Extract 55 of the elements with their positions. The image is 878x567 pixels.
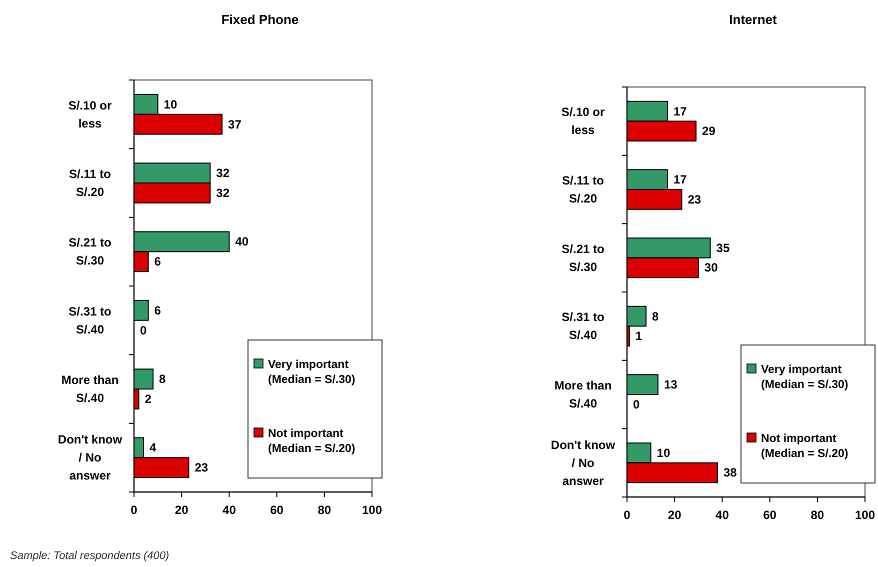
data-label: 35 [716,240,730,255]
x-tick-label: 100 [854,508,876,522]
x-tick-label: 20 [174,503,189,517]
data-label: 17 [673,104,688,118]
data-label: 8 [652,309,660,324]
data-label: 4 [150,440,157,455]
y-tick-label: More than S/.40 [61,373,119,405]
data-label: 23 [688,192,702,206]
y-tick-label: S/.11 to S/.20 [562,174,604,206]
legend-label: Very important (Median = S/.30) [268,359,356,386]
legend-label: Very important (Median = S/.30) [761,364,848,391]
x-tick-label: 40 [716,508,730,522]
chart-title: Internet [729,12,778,27]
data-label: 30 [704,260,718,275]
x-tick-label: 60 [270,503,284,517]
data-label: 0 [633,397,640,412]
y-tick-label: S/.11 to S/.20 [68,167,112,199]
data-label: 32 [216,166,230,180]
data-label: 32 [216,186,230,200]
legend-label: Not important (Median = S/.20) [268,428,356,455]
data-label: 17 [673,172,688,187]
data-label: 6 [154,303,162,318]
y-tick-label: Don't know / No answer [58,432,123,483]
x-tick-label: 60 [763,508,777,522]
text: Sample: Total respondents (400) [10,550,170,562]
chart-title: Fixed Phone [221,12,299,27]
data-label: 0 [140,323,147,338]
data-label: 37 [228,117,242,132]
x-tick-label: 0 [130,503,138,517]
x-tick-label: 80 [810,508,824,522]
data-label: 13 [664,378,678,392]
data-label: 2 [144,392,152,406]
data-label: 10 [164,97,178,112]
x-tick-label: 100 [362,503,382,517]
x-tick-label: 40 [222,503,236,517]
data-label: 23 [194,460,208,475]
x-tick-label: 20 [668,508,682,522]
data-label: 10 [656,446,670,460]
data-label: 6 [154,254,162,269]
data-label: 29 [702,124,716,138]
data-label: 38 [723,466,738,480]
data-label: 1 [635,329,642,344]
y-tick-label: S/.10 or less [68,98,112,130]
y-tick-label: S/.21 to S/.30 [68,236,112,268]
y-tick-label: More than S/.40 [554,378,612,410]
y-tick-label: S/.21 to S/.30 [562,242,604,274]
x-tick-label: 0 [624,508,631,522]
legend-label: Not important (Median = S/.20) [761,433,848,460]
data-label: 40 [235,234,249,249]
y-tick-label: S/.10 or less [561,105,606,138]
data-label: 8 [159,372,166,386]
y-tick-label: S/.31 to S/.40 [562,310,604,342]
y-tick-label: S/.31 to S/.40 [68,304,112,336]
y-tick-label: Don't know / No answer [550,438,616,488]
x-tick-label: 80 [318,503,332,517]
